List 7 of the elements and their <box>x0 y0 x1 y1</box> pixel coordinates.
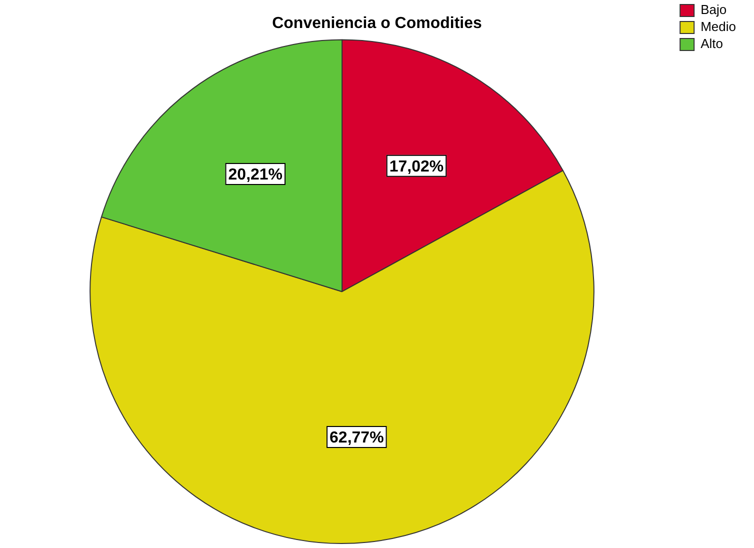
data-label: 17,02% <box>389 158 444 176</box>
legend-label: Medio <box>700 19 736 34</box>
data-label: 20,21% <box>228 166 283 184</box>
data-label: 62,77% <box>330 429 384 446</box>
legend-label: Alto <box>700 36 723 52</box>
legend-label: Bajo <box>700 2 727 18</box>
text: Conveniencia o Comodities <box>272 15 482 32</box>
